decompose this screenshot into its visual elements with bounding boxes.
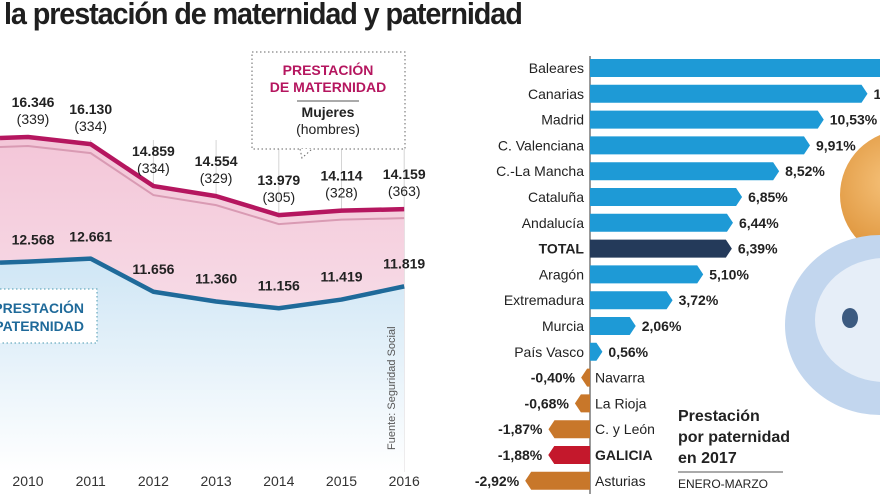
category-label: País Vasco (514, 344, 584, 360)
paternity-area (0, 258, 405, 472)
bar (574, 394, 590, 413)
bar (590, 239, 732, 258)
bar (590, 84, 868, 103)
maternity-legend-title: PRESTACIÓN (283, 61, 374, 78)
x-tick-label: 2012 (138, 473, 169, 489)
bar (548, 420, 590, 439)
pacifier-illustration (785, 135, 880, 415)
category-label: Cataluña (528, 189, 584, 205)
bar-chart-title: Prestación (678, 408, 760, 425)
paternity-value-label: 12.568 (12, 232, 55, 248)
bar (581, 368, 590, 387)
x-tick-label: 2011 (76, 473, 106, 489)
value-label: 3,72% (679, 292, 719, 308)
maternity-value-label: 16.130 (69, 101, 112, 117)
paternity-line (0, 256, 405, 311)
bar (590, 110, 824, 129)
paternity-value-label: 12.661 (69, 229, 112, 245)
value-label: -0,40% (531, 370, 576, 386)
maternity-value-label: 13.979 (257, 172, 300, 188)
paternity-value-label: 11.156 (258, 277, 300, 293)
bar (590, 265, 704, 284)
bar (590, 162, 780, 181)
value-label: 8,52% (785, 163, 825, 179)
value-label: -1,88% (498, 447, 543, 463)
paternity-legend-title: PRESTACIÓN (0, 299, 84, 316)
x-tick-label: 2016 (389, 473, 420, 489)
value-label: 6,85% (748, 189, 788, 205)
x-tick-label: 2010 (12, 473, 43, 489)
value-label: -0,68% (525, 395, 570, 411)
bar (590, 213, 733, 232)
legend-pointer (299, 148, 313, 159)
x-tick-label: 2015 (326, 473, 357, 489)
category-label: Extremadura (504, 292, 584, 308)
legend-men-label: (hombres) (296, 121, 360, 137)
value-label: 0,56% (608, 344, 648, 360)
category-label: Canarias (528, 86, 584, 102)
bar (525, 471, 590, 490)
legend-women-label: Mujeres (302, 104, 355, 120)
value-label: 5,10% (709, 266, 749, 282)
category-label: La Rioja (595, 395, 647, 411)
value-label: 9,91% (816, 137, 856, 153)
paternity-value-label: 11.419 (320, 269, 362, 285)
category-label: GALICIA (595, 447, 653, 463)
x-tick-label: 2014 (263, 473, 294, 489)
maternity-men-label: (305) (262, 189, 295, 205)
maternity-value-label: 14.859 (132, 143, 175, 159)
page-title: la prestación de maternidad y paternidad (4, 0, 523, 31)
category-label: Baleares (529, 60, 584, 76)
category-label: C.-La Mancha (496, 163, 584, 179)
maternity-men-label: (363) (388, 183, 421, 199)
bar-chart-subtitle: ENERO-MARZO (678, 477, 768, 491)
category-label: Navarra (595, 370, 645, 386)
bar (590, 59, 880, 77)
bar (590, 317, 636, 335)
value-label: 1 (874, 86, 880, 102)
value-label: -2,92% (475, 473, 520, 489)
paternity-value-label: 11.360 (195, 271, 237, 287)
maternity-men-label: (339) (17, 111, 50, 127)
category-label: TOTAL (539, 241, 585, 257)
category-label: Madrid (541, 112, 584, 128)
maternity-legend-title: DE MATERNIDAD (270, 79, 386, 95)
maternity-men-label: (328) (325, 185, 358, 201)
maternity-value-label: 14.554 (195, 153, 238, 169)
maternity-value-label: 14.114 (320, 168, 362, 184)
bar (590, 291, 673, 310)
bar (548, 446, 590, 464)
maternity-men-label: (334) (137, 160, 170, 176)
value-label: 6,39% (738, 241, 778, 257)
paternity-value-label: 11.656 (132, 261, 174, 277)
maternity-value-label: 14.159 (383, 166, 426, 182)
bar (590, 342, 603, 361)
maternity-men-label: (329) (200, 170, 233, 186)
source-note: Fuente: Seguridad Social (386, 326, 398, 450)
bar (590, 136, 811, 155)
paternity-legend-title: DE PATERNIDAD (0, 318, 84, 334)
category-label: Asturias (595, 473, 646, 489)
value-label: 2,06% (642, 318, 682, 334)
maternity-value-label: 16.346 (12, 94, 55, 110)
category-label: Aragón (539, 266, 584, 282)
category-label: C. Valenciana (498, 137, 584, 153)
maternity-shadow-line (0, 144, 405, 226)
category-label: C. y León (595, 421, 655, 437)
paternity-value-label: 11.819 (383, 255, 425, 271)
maternity-men-label: (334) (74, 118, 107, 134)
bar-chart-title: en 2017 (678, 450, 737, 467)
bar (590, 188, 743, 206)
bar-chart-title: por paternidad (678, 429, 790, 446)
x-tick-label: 2013 (201, 473, 232, 489)
maternity-line (0, 134, 405, 218)
value-label: 6,44% (739, 215, 779, 231)
category-label: Murcia (542, 318, 584, 334)
value-label: 10,53% (830, 112, 878, 128)
category-label: Andalucía (522, 215, 584, 231)
paternity-legend-box (0, 288, 98, 344)
value-label: -1,87% (498, 421, 543, 437)
